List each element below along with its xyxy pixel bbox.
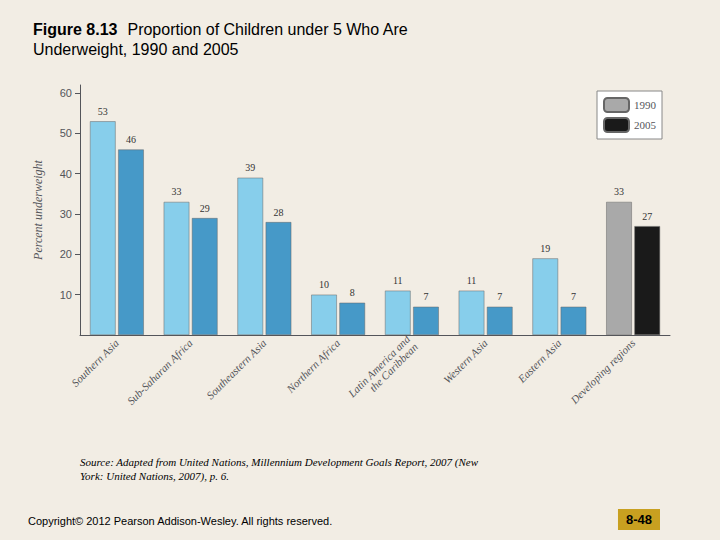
svg-text:33: 33 (172, 186, 182, 197)
svg-text:Percent underweight: Percent underweight (31, 159, 45, 261)
svg-text:10: 10 (319, 279, 329, 290)
svg-text:8: 8 (350, 287, 355, 298)
svg-text:19: 19 (540, 243, 550, 254)
svg-text:7: 7 (571, 291, 576, 302)
svg-text:10: 10 (60, 289, 72, 301)
svg-text:Underweight, 1990 and 2005: Underweight, 1990 and 2005 (33, 41, 239, 58)
svg-text:60: 60 (60, 87, 72, 99)
svg-text:Southeastern Asia: Southeastern Asia (204, 336, 269, 401)
svg-text:7: 7 (497, 291, 502, 302)
svg-text:Eastern Asia: Eastern Asia (515, 336, 564, 385)
svg-text:Latin America and: Latin America and (345, 332, 413, 400)
svg-text:50: 50 (60, 127, 72, 139)
svg-text:the Caribbean: the Caribbean (367, 340, 421, 394)
svg-text:20: 20 (60, 248, 72, 260)
svg-text:28: 28 (273, 207, 283, 218)
svg-text:1990: 1990 (634, 99, 657, 111)
svg-text:11: 11 (467, 275, 477, 286)
svg-text:8-48: 8-48 (626, 512, 652, 527)
svg-text:11: 11 (393, 275, 403, 286)
svg-text:29: 29 (200, 203, 210, 214)
svg-text:53: 53 (98, 106, 108, 117)
svg-text:Northern Africa: Northern Africa (283, 336, 342, 395)
svg-text:7: 7 (423, 291, 428, 302)
svg-text:Sub-Saharan Africa: Sub-Saharan Africa (125, 336, 196, 407)
svg-text:39: 39 (245, 162, 255, 173)
svg-text:30: 30 (60, 208, 72, 220)
svg-text:Source: Adapted from United Na: Source: Adapted from United Nations, Mil… (80, 456, 479, 469)
svg-text:33: 33 (614, 186, 624, 197)
svg-text:27: 27 (642, 211, 652, 222)
svg-text:46: 46 (126, 134, 136, 145)
svg-text:Figure 8.13: Figure 8.13 (33, 21, 118, 38)
svg-text:2005: 2005 (634, 119, 657, 131)
svg-text:Proportion of Children under 5: Proportion of Children under 5 Who Are (127, 21, 407, 38)
svg-text:Western Asia: Western Asia (441, 336, 490, 385)
svg-text:Copyright© 2012 Pearson Addiso: Copyright© 2012 Pearson Addison-Wesley. … (28, 515, 332, 527)
svg-text:York: United Nations, 2007), p: York: United Nations, 2007), p. 6. (80, 470, 229, 483)
svg-text:Developing regions: Developing regions (567, 337, 637, 407)
svg-text:40: 40 (60, 168, 72, 180)
svg-text:Southern Asia: Southern Asia (69, 336, 122, 389)
